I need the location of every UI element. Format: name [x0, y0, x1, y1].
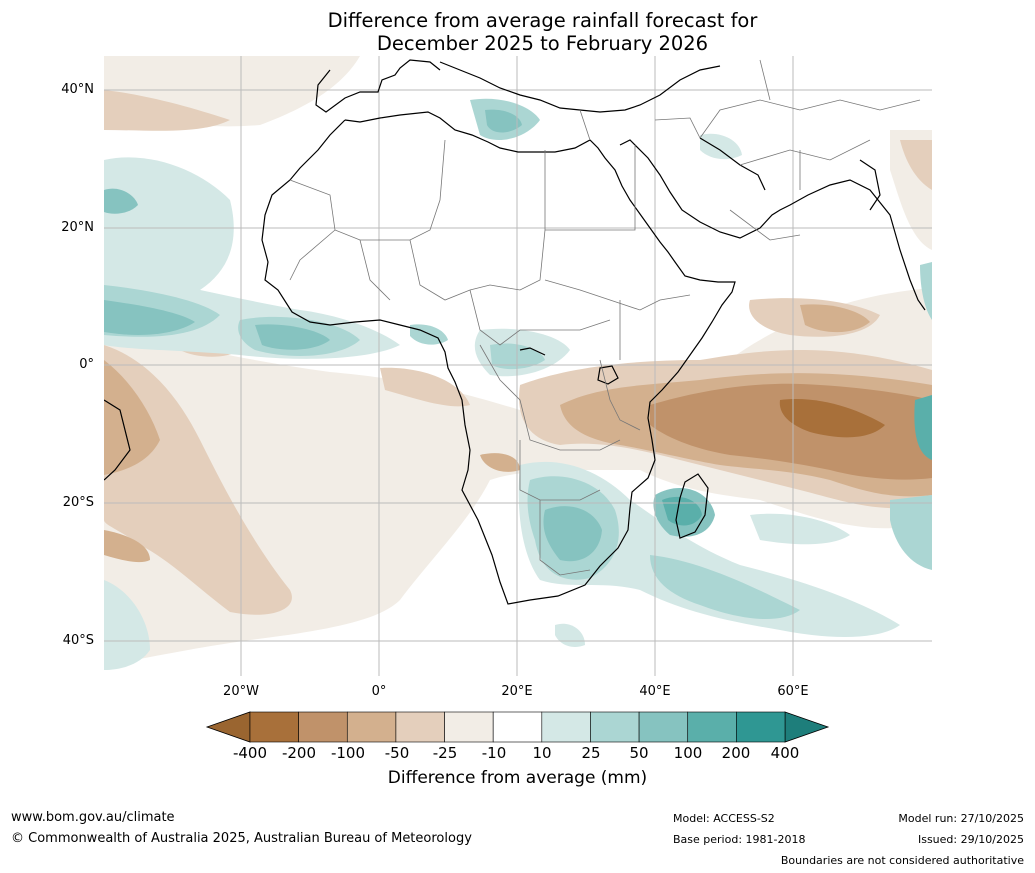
colorbar-title-text: Difference from average (mm)	[387, 768, 648, 788]
dry-anomaly-regions	[104, 56, 932, 665]
colorbar-segment	[298, 711, 348, 743]
lon-label-20w: 20°W	[223, 684, 259, 699]
footer-model: Model: ACCESS-S2	[673, 812, 775, 825]
footer-disclaimer: Boundaries are not considered authoritat…	[780, 854, 1024, 867]
footer-copyright: © Commonwealth of Australia 2025, Austra…	[11, 831, 472, 846]
colorbar-segment	[638, 711, 689, 743]
colorbar-tick: 200	[721, 744, 751, 762]
graticule	[104, 56, 932, 676]
colorbar-segment	[492, 711, 543, 743]
colorbar-above-arrow	[784, 711, 830, 743]
title-line-1: Difference from average rainfall forecas…	[327, 9, 758, 32]
colorbar-tick: 25	[581, 744, 601, 762]
colorbar-segment	[590, 711, 640, 743]
colorbar-segment	[736, 711, 786, 743]
footer-base-period: Base period: 1981-2018	[673, 833, 806, 846]
lon-label-20e: 20°E	[501, 684, 533, 699]
colorbar-tick: -50	[384, 744, 410, 762]
colorbar-tick: 400	[770, 744, 800, 762]
lat-label-20s: 20°S	[62, 495, 94, 510]
colorbar-below-arrow	[205, 711, 251, 743]
lat-label-40n: 40°N	[61, 82, 94, 97]
colorbar-segment	[395, 711, 445, 743]
colorbar-segment	[249, 711, 299, 743]
lat-label-40s: 40°S	[62, 633, 94, 648]
lat-label-0: 0°	[79, 357, 94, 372]
colorbar-tick: -400	[232, 744, 268, 762]
colorbar-tick: -100	[330, 744, 366, 762]
footer-website: www.bom.gov.au/climate	[11, 810, 175, 825]
colorbar-segment	[444, 711, 494, 743]
colorbar-segment	[346, 711, 397, 743]
map-title: Difference from average rainfall forecas…	[25, 9, 1035, 55]
country-boundaries	[289, 59, 921, 576]
colorbar-segment	[687, 711, 737, 743]
colorbar-segments	[249, 711, 786, 743]
lon-label-40e: 40°E	[639, 684, 671, 699]
colorbar-ticks: -400 -200 -100 -50 -25 -10 10 25 50 100 …	[0, 744, 1035, 764]
colorbar-tick: 50	[629, 744, 649, 762]
coastlines	[104, 59, 926, 605]
map-area	[104, 56, 932, 676]
colorbar-tick: 10	[532, 744, 552, 762]
colorbar-title: Difference from average (mm)	[0, 768, 1035, 788]
wet-anomaly-regions	[104, 98, 932, 670]
footer-issued: Issued: 29/10/2025	[917, 833, 1024, 846]
colorbar-segment	[541, 711, 591, 743]
footer-model-run: Model run: 27/10/2025	[898, 812, 1024, 825]
colorbar-tick: -25	[432, 744, 458, 762]
lon-label-0: 0°	[371, 684, 387, 699]
lon-label-60e: 60°E	[777, 684, 809, 699]
title-line-2: December 2025 to February 2026	[376, 32, 709, 55]
colorbar-tick: -200	[281, 744, 317, 762]
lat-label-20n: 20°N	[61, 220, 94, 235]
colorbar-tick: 100	[673, 744, 703, 762]
colorbar-tick: -10	[481, 744, 507, 762]
colorbar	[205, 711, 830, 743]
